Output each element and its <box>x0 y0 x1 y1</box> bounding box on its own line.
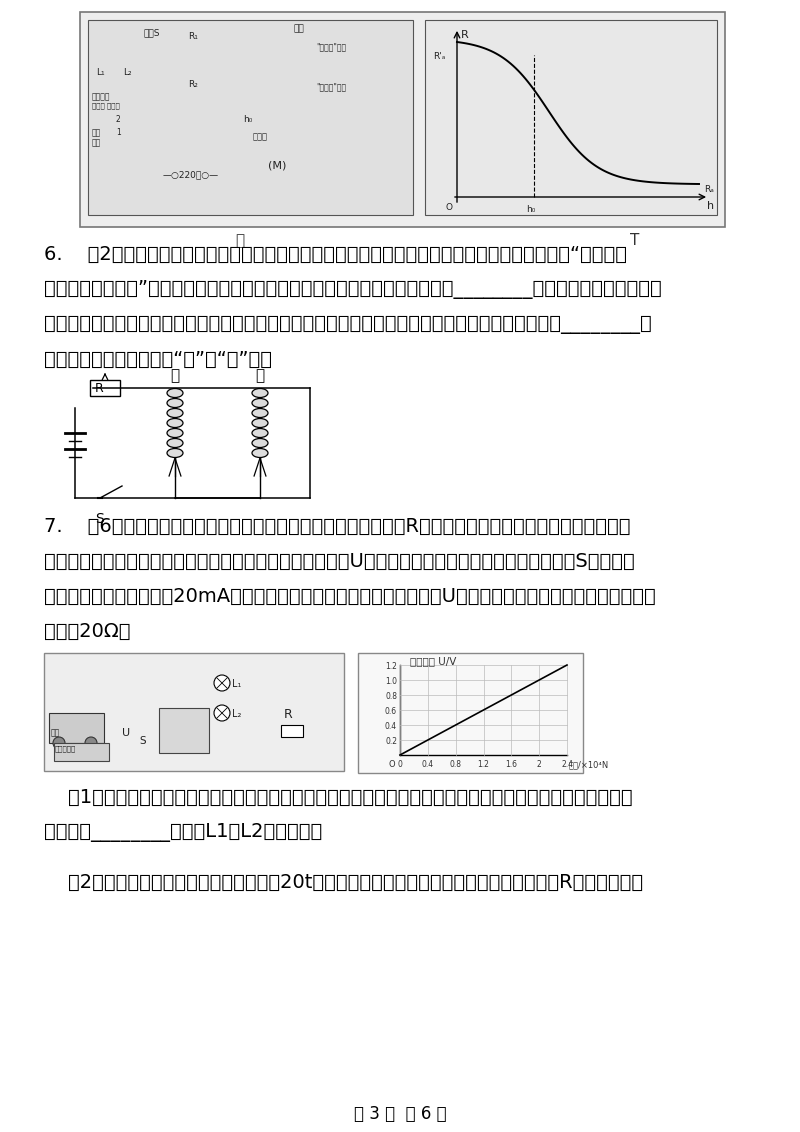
Ellipse shape <box>252 409 268 418</box>
Ellipse shape <box>167 429 183 437</box>
Text: R: R <box>94 381 103 395</box>
Text: 2: 2 <box>537 760 542 769</box>
Text: 弹性钢铁: 弹性钢铁 <box>92 92 110 101</box>
Text: 0.8: 0.8 <box>385 692 397 701</box>
Text: 电阻为20Ω。: 电阻为20Ω。 <box>44 621 130 641</box>
Text: 甲: 甲 <box>170 368 179 383</box>
Text: 杯体: 杯体 <box>293 24 304 33</box>
Text: 鐵磁性强弱的因素”。将两个电磁鐵串联接入电路是为了探究电磁鐵磁性强弱与________是否有关；当滑动变阻器: 鐵磁性强弱的因素”。将两个电磁鐵串联接入电路是为了探究电磁鐵磁性强弱与_____… <box>44 280 662 299</box>
Bar <box>159 708 209 753</box>
Text: 0.4: 0.4 <box>385 722 397 731</box>
Text: h: h <box>707 201 714 211</box>
Text: R: R <box>284 708 293 721</box>
Text: 0.6: 0.6 <box>385 708 397 717</box>
Text: 动触点 静触点: 动触点 静触点 <box>92 102 120 109</box>
Text: 0.8: 0.8 <box>450 760 462 769</box>
Bar <box>44 653 344 771</box>
Text: R: R <box>461 31 469 40</box>
Bar <box>281 724 303 737</box>
Text: 路。他了解到这种压力传感器所受压力越大时，输出的电压U就越大，二者的关系如图所示。闭合开关S，当继电: 路。他了解到这种压力传感器所受压力越大时，输出的电压U就越大，二者的关系如图所示… <box>44 552 634 571</box>
Ellipse shape <box>167 388 183 397</box>
Ellipse shape <box>167 419 183 428</box>
Text: 你判断灯________（选填L1或L2）是红灯。: 你判断灯________（选填L1或L2）是红灯。 <box>44 823 322 842</box>
Text: 1: 1 <box>116 128 121 137</box>
Text: U: U <box>122 728 130 738</box>
Text: Rₐ: Rₐ <box>704 185 714 194</box>
Text: 开关: 开关 <box>92 138 102 147</box>
Text: 2.4: 2.4 <box>561 760 573 769</box>
Text: 电热丝: 电热丝 <box>253 132 268 142</box>
Text: R₂: R₂ <box>188 80 198 89</box>
Text: h₀: h₀ <box>526 205 535 214</box>
Circle shape <box>85 737 97 749</box>
Text: 1.2: 1.2 <box>478 760 490 769</box>
Text: R'ₐ: R'ₐ <box>433 52 446 61</box>
Text: 乙: 乙 <box>255 368 265 383</box>
Text: R₁: R₁ <box>188 32 198 41</box>
Text: 1.2: 1.2 <box>385 662 397 671</box>
Ellipse shape <box>252 438 268 447</box>
Text: 0.2: 0.2 <box>385 737 397 746</box>
Text: S: S <box>139 736 146 746</box>
Text: 6.    （2分）小芳用导线及两个相同的鐵钉自制了甲、乙两个电磁鐵，通过如图所示的电路来探究“影响电磁: 6. （2分）小芳用导线及两个相同的鐵钉自制了甲、乙两个电磁鐵，通过如图所示的电… <box>44 245 627 264</box>
Bar <box>425 20 717 215</box>
Text: （2）某水平公路桥禁止质量大于或等于20t的车辆通行，要用小明设计的装置为此桥报警，R的阻値应调节: （2）某水平公路桥禁止质量大于或等于20t的车辆通行，要用小明设计的装置为此桥报… <box>68 873 643 892</box>
Text: 输出电压 U/V: 输出电压 U/V <box>410 657 456 666</box>
Text: S: S <box>95 512 104 526</box>
Ellipse shape <box>252 388 268 397</box>
Text: "标干燥"水位: "标干燥"水位 <box>316 82 346 91</box>
Text: 0: 0 <box>398 760 402 769</box>
Text: (M): (M) <box>268 160 286 170</box>
Text: （1）车辆不超载时，工作电路中绻灯亮；当传感器所受压力增大到一定程度时，红灯亮，说明汽车超载。请: （1）车辆不超载时，工作电路中绻灯亮；当传感器所受压力增大到一定程度时，红灯亮，… <box>68 788 633 807</box>
Text: O: O <box>445 203 452 212</box>
Bar <box>358 653 583 773</box>
Text: L₂: L₂ <box>232 709 242 719</box>
Bar <box>90 380 120 396</box>
Text: 电磁鐵磁性越强。（选填“大”或“小”）。: 电磁鐵磁性越强。（选填“大”或“小”）。 <box>44 350 272 369</box>
Text: 箱式: 箱式 <box>51 728 60 737</box>
Text: 7.    （6分）小明利用压力传感器、电磁继电器、阻值可调的电阻R等元件，设计了一个汽车超载自动报警电: 7. （6分）小明利用压力传感器、电磁继电器、阻值可调的电阻R等元件，设计了一个… <box>44 517 630 535</box>
Text: 开关S: 开关S <box>143 28 159 37</box>
Circle shape <box>214 675 230 691</box>
Ellipse shape <box>252 448 268 457</box>
Text: 0.4: 0.4 <box>422 760 434 769</box>
Text: 1.6: 1.6 <box>506 760 518 769</box>
Circle shape <box>53 737 65 749</box>
Bar <box>80 12 725 228</box>
Circle shape <box>214 705 230 721</box>
Text: —○220伏○—: —○220伏○— <box>163 170 219 179</box>
Ellipse shape <box>252 429 268 437</box>
Text: O: O <box>389 760 395 769</box>
Bar <box>49 713 104 743</box>
Ellipse shape <box>252 419 268 428</box>
Ellipse shape <box>167 448 183 457</box>
Text: 两: 两 <box>235 233 245 248</box>
Text: L₁: L₁ <box>96 68 105 77</box>
Text: "防温差"水位: "防温差"水位 <box>316 42 346 51</box>
Bar <box>54 743 109 761</box>
Text: T: T <box>630 233 640 248</box>
Text: 压力传感器: 压力传感器 <box>55 745 76 752</box>
Text: 2: 2 <box>116 115 121 125</box>
Text: 的滑片依次向左滑动到几个不同位置时，电磁鐵甲、乙吸引大头针的个数都会逐渐增多，说明电流越________，: 的滑片依次向左滑动到几个不同位置时，电磁鐵甲、乙吸引大头针的个数都会逐渐增多，说… <box>44 315 652 334</box>
Ellipse shape <box>167 438 183 447</box>
Text: 1.0: 1.0 <box>385 677 397 686</box>
Text: 器线圈中电流大于或等于20mA时，行鐵被吸合。已知传感器的输出电压U即为继电器控制电路的电源电压，线圈: 器线圈中电流大于或等于20mA时，行鐵被吸合。已知传感器的输出电压U即为继电器控… <box>44 588 656 606</box>
Text: L₁: L₁ <box>232 679 242 689</box>
Ellipse shape <box>167 398 183 408</box>
Text: L₂: L₂ <box>123 68 132 77</box>
Ellipse shape <box>167 409 183 418</box>
Text: h₀: h₀ <box>243 115 252 125</box>
Ellipse shape <box>252 398 268 408</box>
Bar <box>88 20 413 215</box>
Text: 压力/×10⁴N: 压力/×10⁴N <box>569 760 610 769</box>
Text: 自动: 自动 <box>92 128 102 137</box>
Text: 第 3 页  共 6 页: 第 3 页 共 6 页 <box>354 1105 446 1123</box>
